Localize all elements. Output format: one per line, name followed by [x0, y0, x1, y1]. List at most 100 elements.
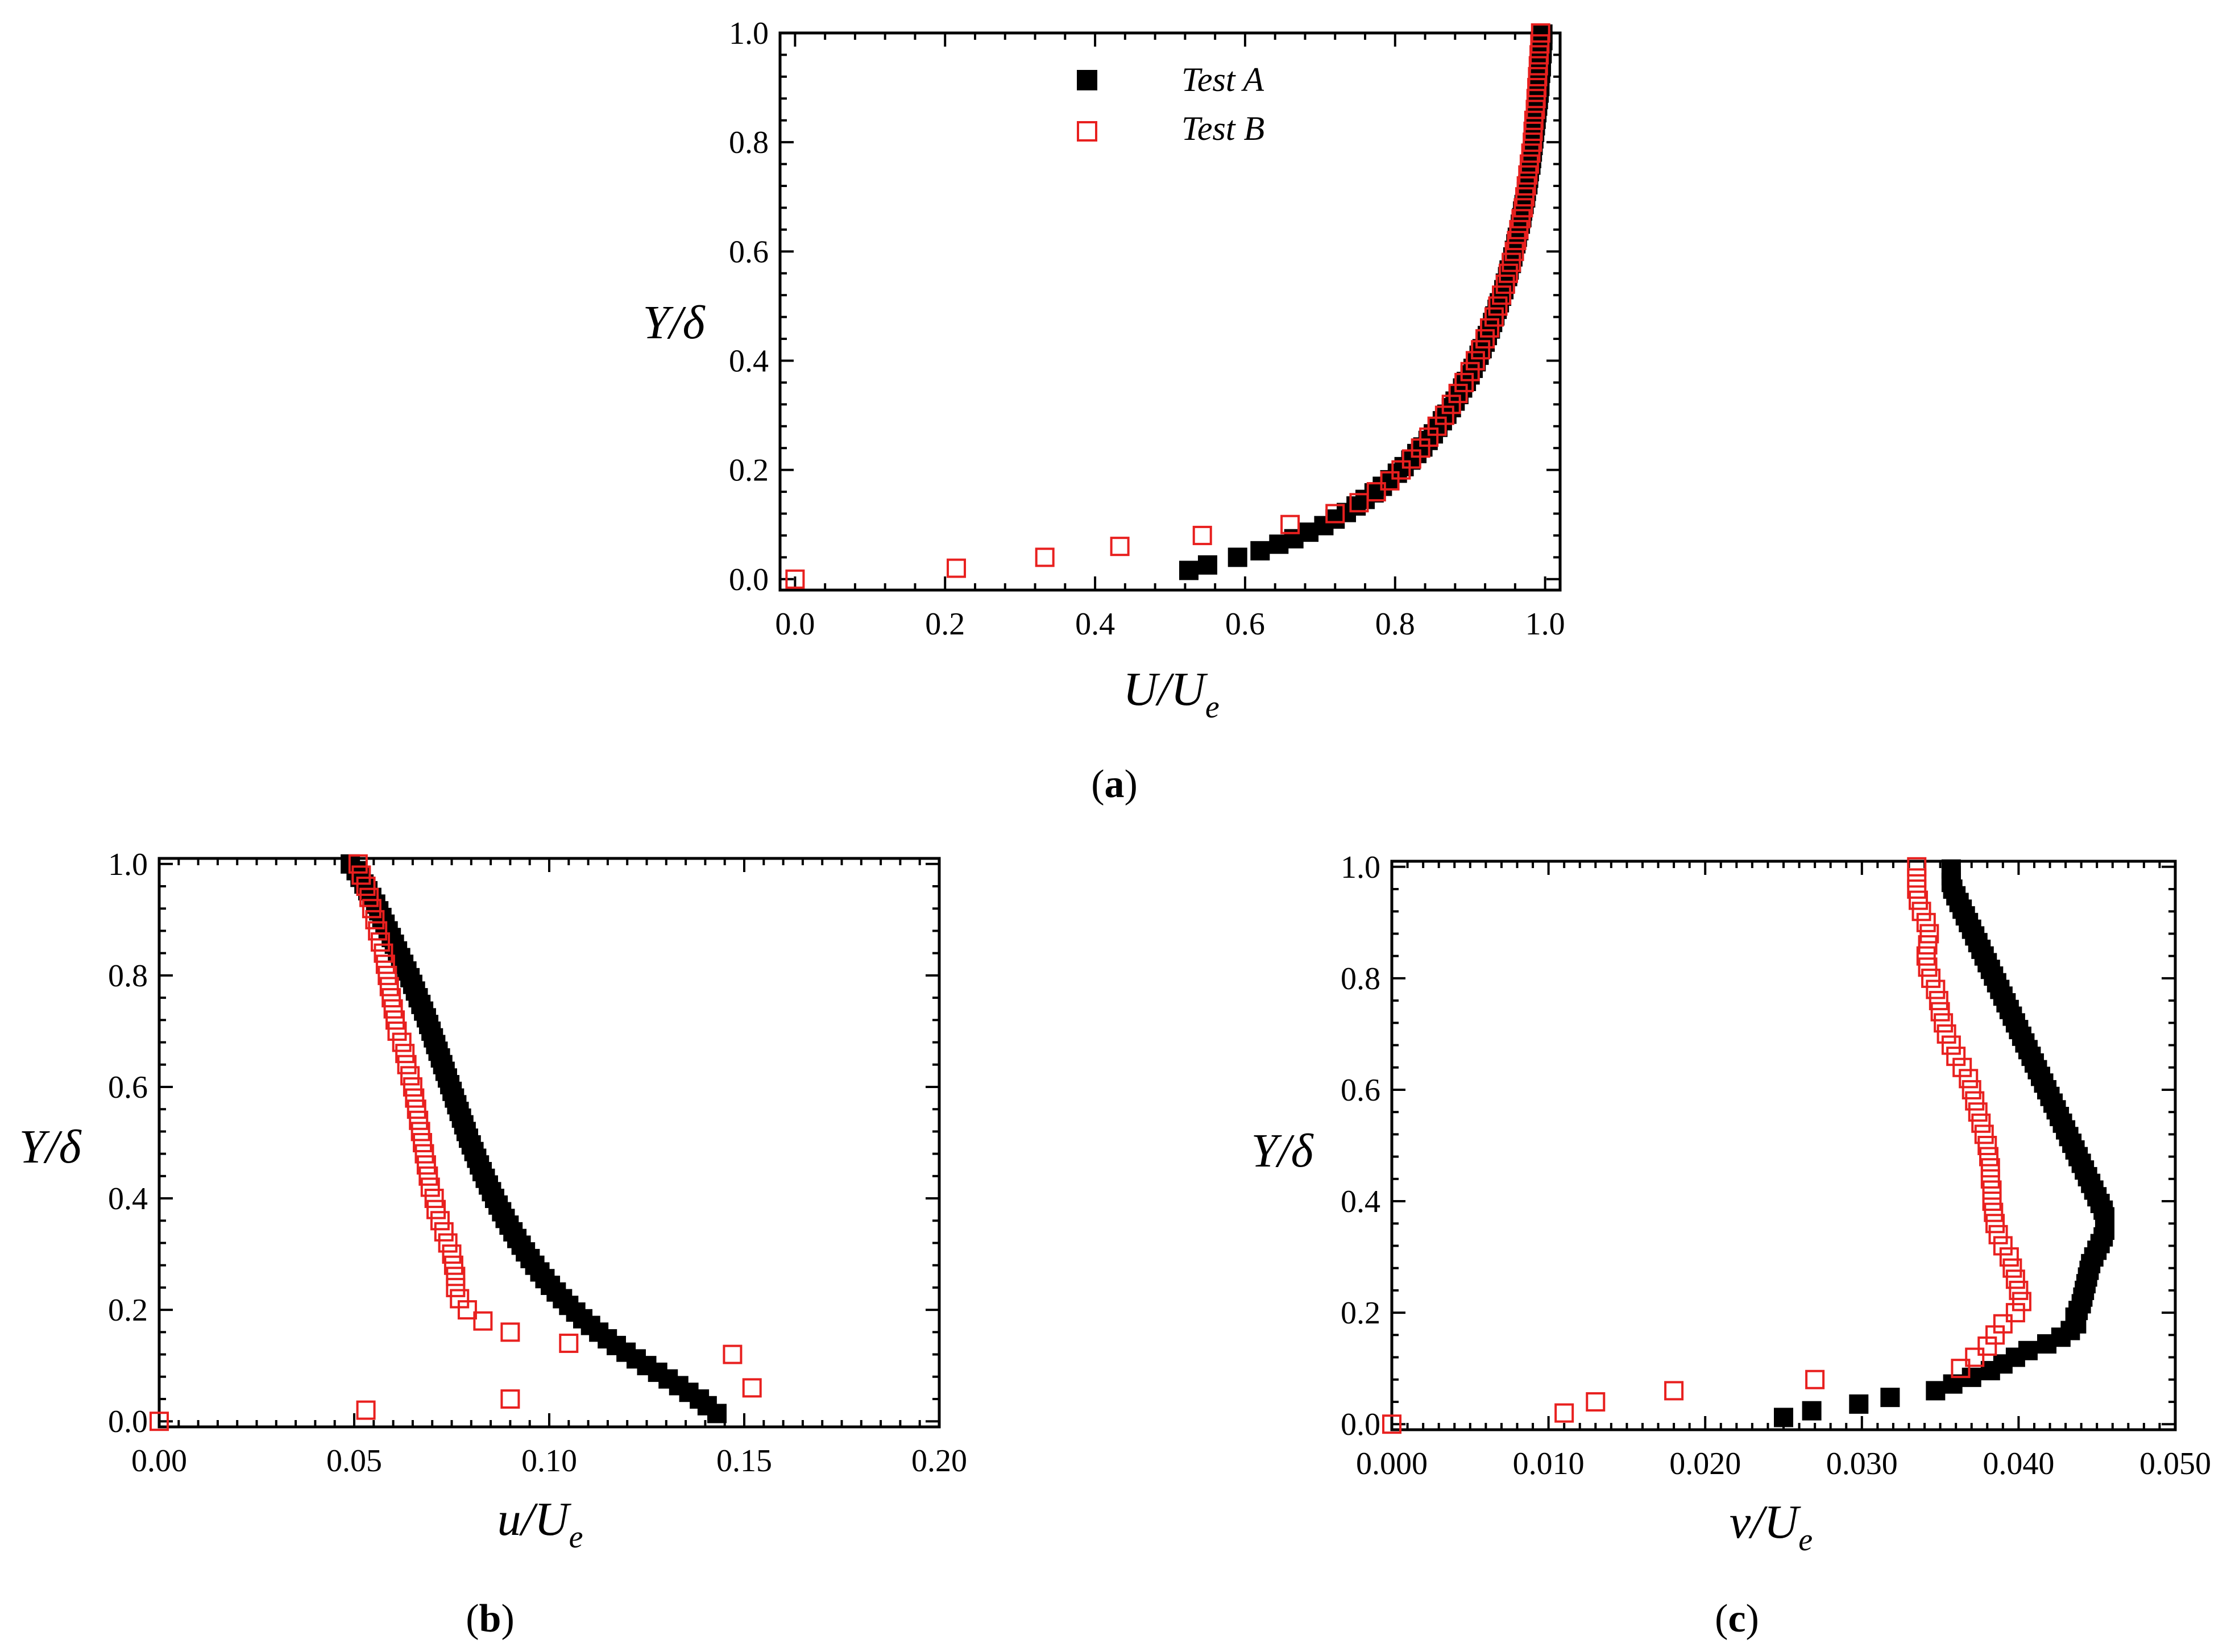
- data-point-test-b: [1916, 946, 1936, 966]
- data-point-test-b: [1525, 99, 1545, 119]
- data-point-test-b: [1530, 34, 1550, 54]
- legend-a: Test A Test B: [1077, 61, 1264, 147]
- panel-label-open: (: [1715, 1597, 1728, 1641]
- points-b: [150, 854, 762, 1431]
- data-point-test-b: [1529, 45, 1549, 65]
- data-point-test-b: [1325, 504, 1345, 524]
- panel-label-b: (b): [466, 1597, 515, 1641]
- x-axis-label-main: v/U: [1730, 1496, 1802, 1549]
- data-point-test-b: [362, 899, 381, 919]
- panel-a: 0.0 0.2 0.4 0.6 0.8 1.0 0.0 0.2 0.4 0.6 …: [642, 16, 1565, 806]
- ytick-label: 0.6: [729, 234, 769, 269]
- points-c: [1382, 857, 2114, 1434]
- data-point-test-b: [1909, 890, 1929, 910]
- xtick-label: 0.010: [1513, 1446, 1585, 1481]
- xtick-label: 1.0: [1525, 607, 1565, 642]
- data-point-test-b: [446, 1277, 466, 1297]
- panel-label-close: ): [501, 1597, 514, 1641]
- data-point-test-b: [370, 932, 390, 952]
- data-point-test-b: [1035, 547, 1055, 567]
- ytick-label: 1.0: [1341, 850, 1380, 885]
- ytick-label: 0.8: [729, 125, 769, 160]
- data-point-test-b: [434, 1222, 454, 1242]
- data-point-test-b: [409, 1110, 429, 1130]
- x-axis-label-a: U/Ue: [1123, 663, 1220, 725]
- data-point-test-b: [2009, 1280, 2029, 1300]
- data-point-test-b: [1988, 1225, 2008, 1244]
- ytick-label: 0.0: [108, 1404, 148, 1439]
- data-point-test-b: [365, 910, 385, 929]
- xtick-labels-a: 0.0 0.2 0.4 0.6 0.8 1.0: [775, 607, 1565, 642]
- data-point-test-b: [1523, 132, 1542, 152]
- data-point-test-b: [1982, 1192, 2002, 1211]
- data-point-test-b: [1554, 1403, 1574, 1423]
- data-point-test-b: [1965, 1347, 1985, 1367]
- data-point-test-b: [1919, 924, 1939, 944]
- ytick-label: 0.4: [108, 1181, 148, 1217]
- data-point-test-b: [359, 887, 379, 907]
- data-point-test-b: [1805, 1369, 1825, 1389]
- panel-label-letter: c: [1728, 1597, 1745, 1641]
- x-axis-label-b: u/Ue: [497, 1493, 583, 1555]
- data-point-test-b: [785, 569, 805, 589]
- ytick-labels-a: 0.0 0.2 0.4 0.6 0.8 1.0: [729, 16, 769, 597]
- data-point-test-b: [405, 1088, 425, 1108]
- data-point-test-b: [378, 965, 397, 985]
- xtick-label: 0.030: [1826, 1446, 1898, 1481]
- data-point-test-b: [1515, 187, 1535, 207]
- data-point-test-b: [1518, 165, 1538, 185]
- y-axis-label-c: Y/δ: [1251, 1124, 1314, 1177]
- ytick-label: 0.2: [108, 1293, 148, 1328]
- data-point-test-b: [150, 1412, 169, 1431]
- ytick-label: 0.6: [1341, 1073, 1380, 1108]
- data-point-test-b: [1918, 957, 1938, 977]
- data-point-test-b: [1916, 912, 1936, 932]
- data-point-test-b: [379, 977, 399, 997]
- data-point-test-b: [1979, 1147, 1999, 1167]
- data-point-test-b: [1664, 1381, 1684, 1401]
- data-point-test-b: [1527, 78, 1547, 98]
- xtick-labels-c: 0.000 0.010 0.020 0.030 0.040 0.050: [1356, 1446, 2211, 1481]
- data-point-test-b: [443, 1255, 463, 1275]
- data-point-test-b: [1926, 979, 1946, 999]
- ytick-label: 0.2: [729, 453, 769, 488]
- data-point-test-b: [1946, 1047, 1966, 1066]
- data-point-test-b: [1993, 1314, 2013, 1334]
- data-point-test-b: [348, 854, 368, 874]
- data-point-test-a: [1802, 1401, 1822, 1421]
- data-point-test-b: [1984, 1202, 2004, 1222]
- panel-label-open: (: [1091, 762, 1104, 806]
- data-point-test-b: [387, 1021, 407, 1041]
- data-point-test-b: [2002, 1258, 2022, 1278]
- points-a: [785, 23, 1553, 589]
- panel-label-close: ): [1125, 762, 1138, 806]
- data-point-test-b: [410, 1122, 430, 1142]
- data-point-test-b: [414, 1144, 434, 1164]
- data-point-test-b: [947, 558, 967, 578]
- data-point-test-b: [1999, 1247, 2019, 1267]
- plot-frame-a: [778, 31, 1562, 592]
- ytick-label: 0.0: [729, 562, 769, 597]
- data-point-test-b: [1498, 263, 1518, 283]
- data-point-test-b: [397, 1055, 417, 1074]
- xtick-label: 0.000: [1356, 1446, 1428, 1481]
- data-point-test-b: [1528, 56, 1548, 76]
- x-axis-label-subscript: e: [1798, 1522, 1813, 1558]
- data-point-test-b: [1965, 1091, 1985, 1111]
- data-point-test-b: [1974, 1124, 1994, 1144]
- x-axis-label-main: u/U: [497, 1493, 572, 1546]
- data-point-test-b: [1460, 362, 1480, 381]
- x-axis-label-main: U/U: [1123, 663, 1208, 716]
- data-point-test-b: [413, 1133, 433, 1152]
- ytick-label: 0.6: [108, 1070, 148, 1105]
- panel-label-a: (a): [1091, 762, 1138, 806]
- data-point-test-b: [383, 999, 403, 1019]
- xtick-label: 0.020: [1669, 1446, 1741, 1481]
- data-point-test-b: [1921, 968, 1941, 988]
- xtick-label: 0.0: [775, 607, 815, 642]
- data-point-test-b: [1513, 198, 1533, 218]
- data-point-test-b: [438, 1233, 458, 1253]
- data-point-test-b: [500, 1322, 520, 1342]
- data-point-test-b: [1523, 121, 1543, 141]
- data-point-test-b: [1936, 1024, 1956, 1044]
